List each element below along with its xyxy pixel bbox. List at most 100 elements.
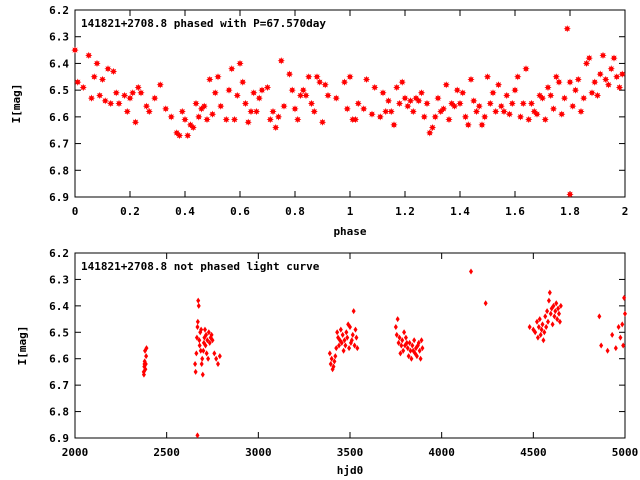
data-point: [328, 361, 333, 367]
data-point: [582, 59, 591, 68]
data-point: [563, 25, 571, 33]
data-point: [196, 297, 201, 304]
y-tick-label: 6.4: [49, 300, 69, 313]
data-point: [536, 324, 541, 330]
data-point: [577, 107, 585, 116]
data-point: [196, 302, 201, 309]
data-point: [120, 91, 129, 100]
x-tick-label: 5000: [612, 446, 639, 459]
data-point: [406, 353, 411, 360]
data-point: [555, 316, 560, 323]
data-point: [340, 331, 345, 338]
data-point: [321, 81, 329, 89]
data-point: [202, 326, 207, 333]
data-point: [409, 107, 417, 116]
data-point: [453, 86, 461, 94]
data-point: [151, 94, 159, 102]
data-point: [216, 361, 220, 367]
data-point: [93, 59, 101, 68]
data-point: [247, 107, 255, 116]
data-point: [418, 355, 423, 362]
data-point: [340, 78, 349, 86]
data-point: [403, 334, 408, 341]
data-point: [489, 89, 497, 97]
data-point: [599, 51, 607, 60]
data-point: [537, 316, 542, 323]
data-point: [580, 94, 588, 102]
data-point: [109, 67, 118, 76]
data-point: [263, 83, 272, 92]
data-point: [302, 91, 310, 100]
data-point: [456, 99, 464, 108]
data-point: [195, 432, 200, 439]
data-point: [351, 308, 356, 315]
data-point: [546, 318, 550, 325]
data-point: [201, 347, 206, 354]
data-point: [610, 54, 618, 62]
data-point: [307, 99, 316, 108]
data-point: [200, 102, 208, 110]
data-point: [557, 318, 562, 325]
data-point: [299, 86, 307, 94]
x-tick-label: 0: [72, 205, 79, 218]
data-point: [228, 65, 236, 73]
data-point: [318, 118, 327, 126]
data-point: [258, 86, 266, 94]
data-point: [557, 310, 561, 317]
data-point: [194, 350, 199, 357]
data-point: [616, 324, 621, 330]
data-point: [230, 115, 239, 124]
data-point: [208, 110, 217, 118]
y-tick-label: 6.3: [49, 273, 69, 286]
data-point: [426, 129, 434, 137]
data-point: [547, 91, 555, 100]
data-point: [525, 115, 533, 124]
data-point: [193, 361, 198, 367]
x-tick-label: 2000: [62, 446, 89, 459]
data-point: [233, 91, 241, 100]
data-point: [543, 313, 548, 320]
data-point: [623, 310, 627, 317]
data-point: [241, 99, 250, 108]
data-point: [379, 89, 387, 97]
data-point: [210, 337, 215, 344]
data-point: [316, 78, 324, 86]
data-point: [192, 99, 200, 108]
data-point: [396, 339, 401, 346]
data-point: [339, 339, 344, 346]
data-point: [197, 337, 202, 344]
data-point: [341, 347, 346, 354]
data-point: [566, 78, 574, 86]
data-point: [538, 94, 547, 102]
data-point: [597, 313, 602, 320]
data-point: [239, 78, 247, 86]
data-point: [338, 326, 343, 333]
data-point: [483, 73, 492, 81]
data-point: [527, 324, 532, 330]
data-point: [556, 305, 561, 312]
data-point: [541, 115, 549, 124]
data-point: [541, 337, 546, 344]
data-point: [404, 339, 409, 346]
data-point: [294, 115, 302, 124]
x-tick-label: 3500: [337, 446, 364, 459]
data-point: [343, 105, 351, 113]
data-point: [345, 334, 350, 341]
data-point: [368, 110, 376, 118]
data-point: [593, 91, 602, 100]
y-tick-label: 6.2: [49, 4, 69, 17]
data-point: [203, 342, 208, 349]
data-point: [428, 123, 437, 132]
data-point: [550, 321, 555, 328]
data-point: [431, 113, 439, 121]
data-point: [184, 131, 192, 140]
data-point: [350, 331, 355, 338]
data-point: [144, 345, 149, 352]
data-point: [79, 83, 87, 92]
data-point: [390, 121, 398, 129]
data-point: [605, 347, 610, 354]
data-point: [354, 99, 362, 108]
x-tick-label: 0.4: [175, 205, 195, 218]
y-tick-label: 6.7: [49, 379, 69, 392]
data-point: [144, 353, 149, 360]
